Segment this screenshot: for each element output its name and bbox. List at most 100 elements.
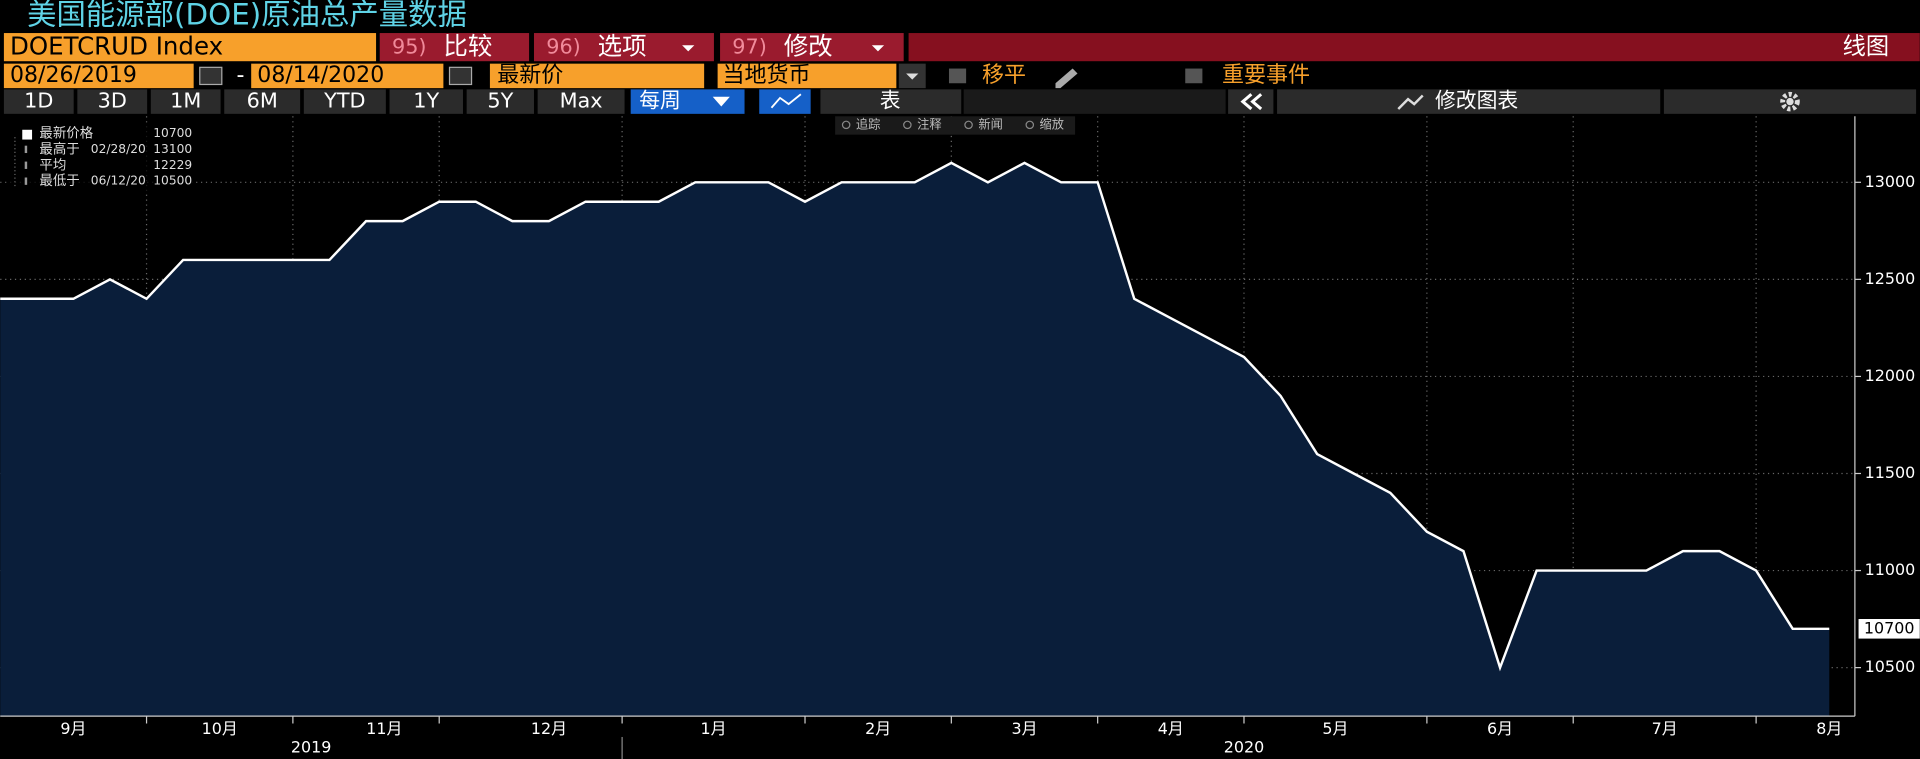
edit-chart-box[interactable] [1277,89,1661,114]
frequency-arrow [712,96,730,107]
legend-value: 10700 [153,126,192,140]
legend-label: 平均 [39,157,66,173]
check-label[interactable]: 移平 [982,63,1026,88]
x-tick-label: 5月 [1322,719,1348,738]
menu-button[interactable] [379,33,530,62]
y-tick-label: 10500 [1865,657,1916,676]
collapse-icon [1240,93,1263,111]
edit-chart-icon [1397,94,1424,110]
menu-arrow [871,45,885,52]
legend-marker [24,145,28,154]
menu-label[interactable]: 修改 [784,32,833,61]
currency-box[interactable] [717,63,897,89]
tool-label[interactable]: 新闻 [978,116,1002,131]
blank-bar [963,89,1226,114]
legend-marker [22,129,33,140]
x-tick-label: 6月 [1487,719,1513,738]
x-tick-label: 7月 [1652,719,1678,738]
field[interactable]: 最新价 [497,63,563,88]
period-button[interactable] [224,89,301,114]
gear-hub [1786,97,1794,106]
legend-box [6,123,194,193]
period-label[interactable]: 1M [170,89,201,113]
menu-number[interactable]: 97) [732,35,767,59]
y-tick-label: 11500 [1865,463,1916,482]
chart-kind[interactable]: 线图 [1843,33,1890,60]
legend-value: 10500 [153,174,192,188]
date-separator: - [237,63,245,88]
field-box[interactable] [489,63,705,89]
checkbox[interactable] [948,68,967,84]
y-tick-label: 13000 [1865,172,1916,191]
chart-tools: 追踪 注释 新闻 缩放 [835,116,1076,135]
tool-label[interactable]: 注释 [917,116,941,131]
pencil-icon[interactable] [1055,68,1078,89]
x-tick-label: 9月 [60,719,86,738]
period-label[interactable]: 6M [247,89,278,113]
dropdown-arrow [906,73,919,80]
menu-label[interactable]: 比较 [443,32,492,61]
period-label[interactable]: 5Y [487,89,513,113]
edit-chart[interactable]: 修改图表 [1435,89,1518,113]
x-tick-label: 10月 [202,719,238,738]
end-date[interactable]: 08/14/2020 [257,63,384,88]
menus: 95) 比较 96) 选项 97) 修改 [379,32,904,62]
currency[interactable]: 当地货币 [723,63,811,88]
menu-number[interactable]: 95) [392,35,427,59]
line [0,161,1830,672]
period-button[interactable] [150,89,221,114]
calendar-icon[interactable] [448,66,473,86]
legend-label: 最新价格 [39,125,93,141]
menu-number[interactable]: 96) [546,35,581,59]
period-label[interactable]: Max [560,89,603,113]
security[interactable]: DOETCRUD Index [10,32,223,61]
security-box[interactable] [3,33,377,62]
period-button[interactable] [389,89,463,114]
tool-label[interactable]: 追踪 [856,116,880,131]
tool-icon [1025,120,1035,130]
period-button[interactable] [3,89,74,114]
period-button[interactable] [537,89,625,114]
legend-marker [24,177,28,185]
period-button[interactable] [466,89,534,114]
menu-button[interactable] [533,33,714,62]
x-tick-label: 11月 [366,719,402,738]
legend-label: 最高于 [39,140,79,157]
legend-value: 12229 [153,158,192,172]
period-label[interactable]: 1D [24,89,53,113]
end-date-box[interactable] [251,63,444,89]
table-button-box[interactable] [820,89,962,114]
calendar-icon[interactable] [199,66,223,86]
table-button[interactable]: 表 [880,89,901,113]
period-button[interactable] [77,89,148,114]
plot: 10500 11000 11500 12000 12500 13000 9月 10月 11月 12… [0,116,1920,759]
legend-label: 最低于 [39,173,79,189]
legend: 最新价格 10700 最高于 02/28/20 13100 平均 12229 最低于 06/12… [6,123,194,193]
legend-date: 06/12/20 [91,174,146,188]
menu-button[interactable] [720,33,904,62]
checkbox[interactable] [1185,68,1203,84]
x-tick-label: 8月 [1816,719,1842,738]
check-label[interactable]: 重要事件 [1222,63,1310,88]
period-buttons: 1D 3D 1M 6M YTD 1Y 5Y Max [3,89,625,114]
tool-label[interactable]: 缩放 [1040,116,1064,131]
tool-icon [964,120,973,130]
start-date-box[interactable] [3,63,194,89]
year-label: 2019 [291,737,331,756]
legend-marker [24,161,28,169]
menu-label[interactable]: 选项 [598,32,647,61]
frequency[interactable]: 每周 [639,89,681,113]
period-label[interactable]: YTD [323,89,365,113]
legend-value: 13100 [153,142,192,156]
line-icon [770,93,802,109]
y-tick-label: 12500 [1865,269,1916,288]
period-button[interactable] [303,89,386,114]
start-date[interactable]: 08/26/2019 [10,63,137,88]
period-label[interactable]: 1Y [413,89,439,113]
tool-icon [841,120,851,130]
tool-icon [903,120,912,130]
menu-bar [908,33,1920,62]
period-label[interactable]: 3D [98,89,127,113]
